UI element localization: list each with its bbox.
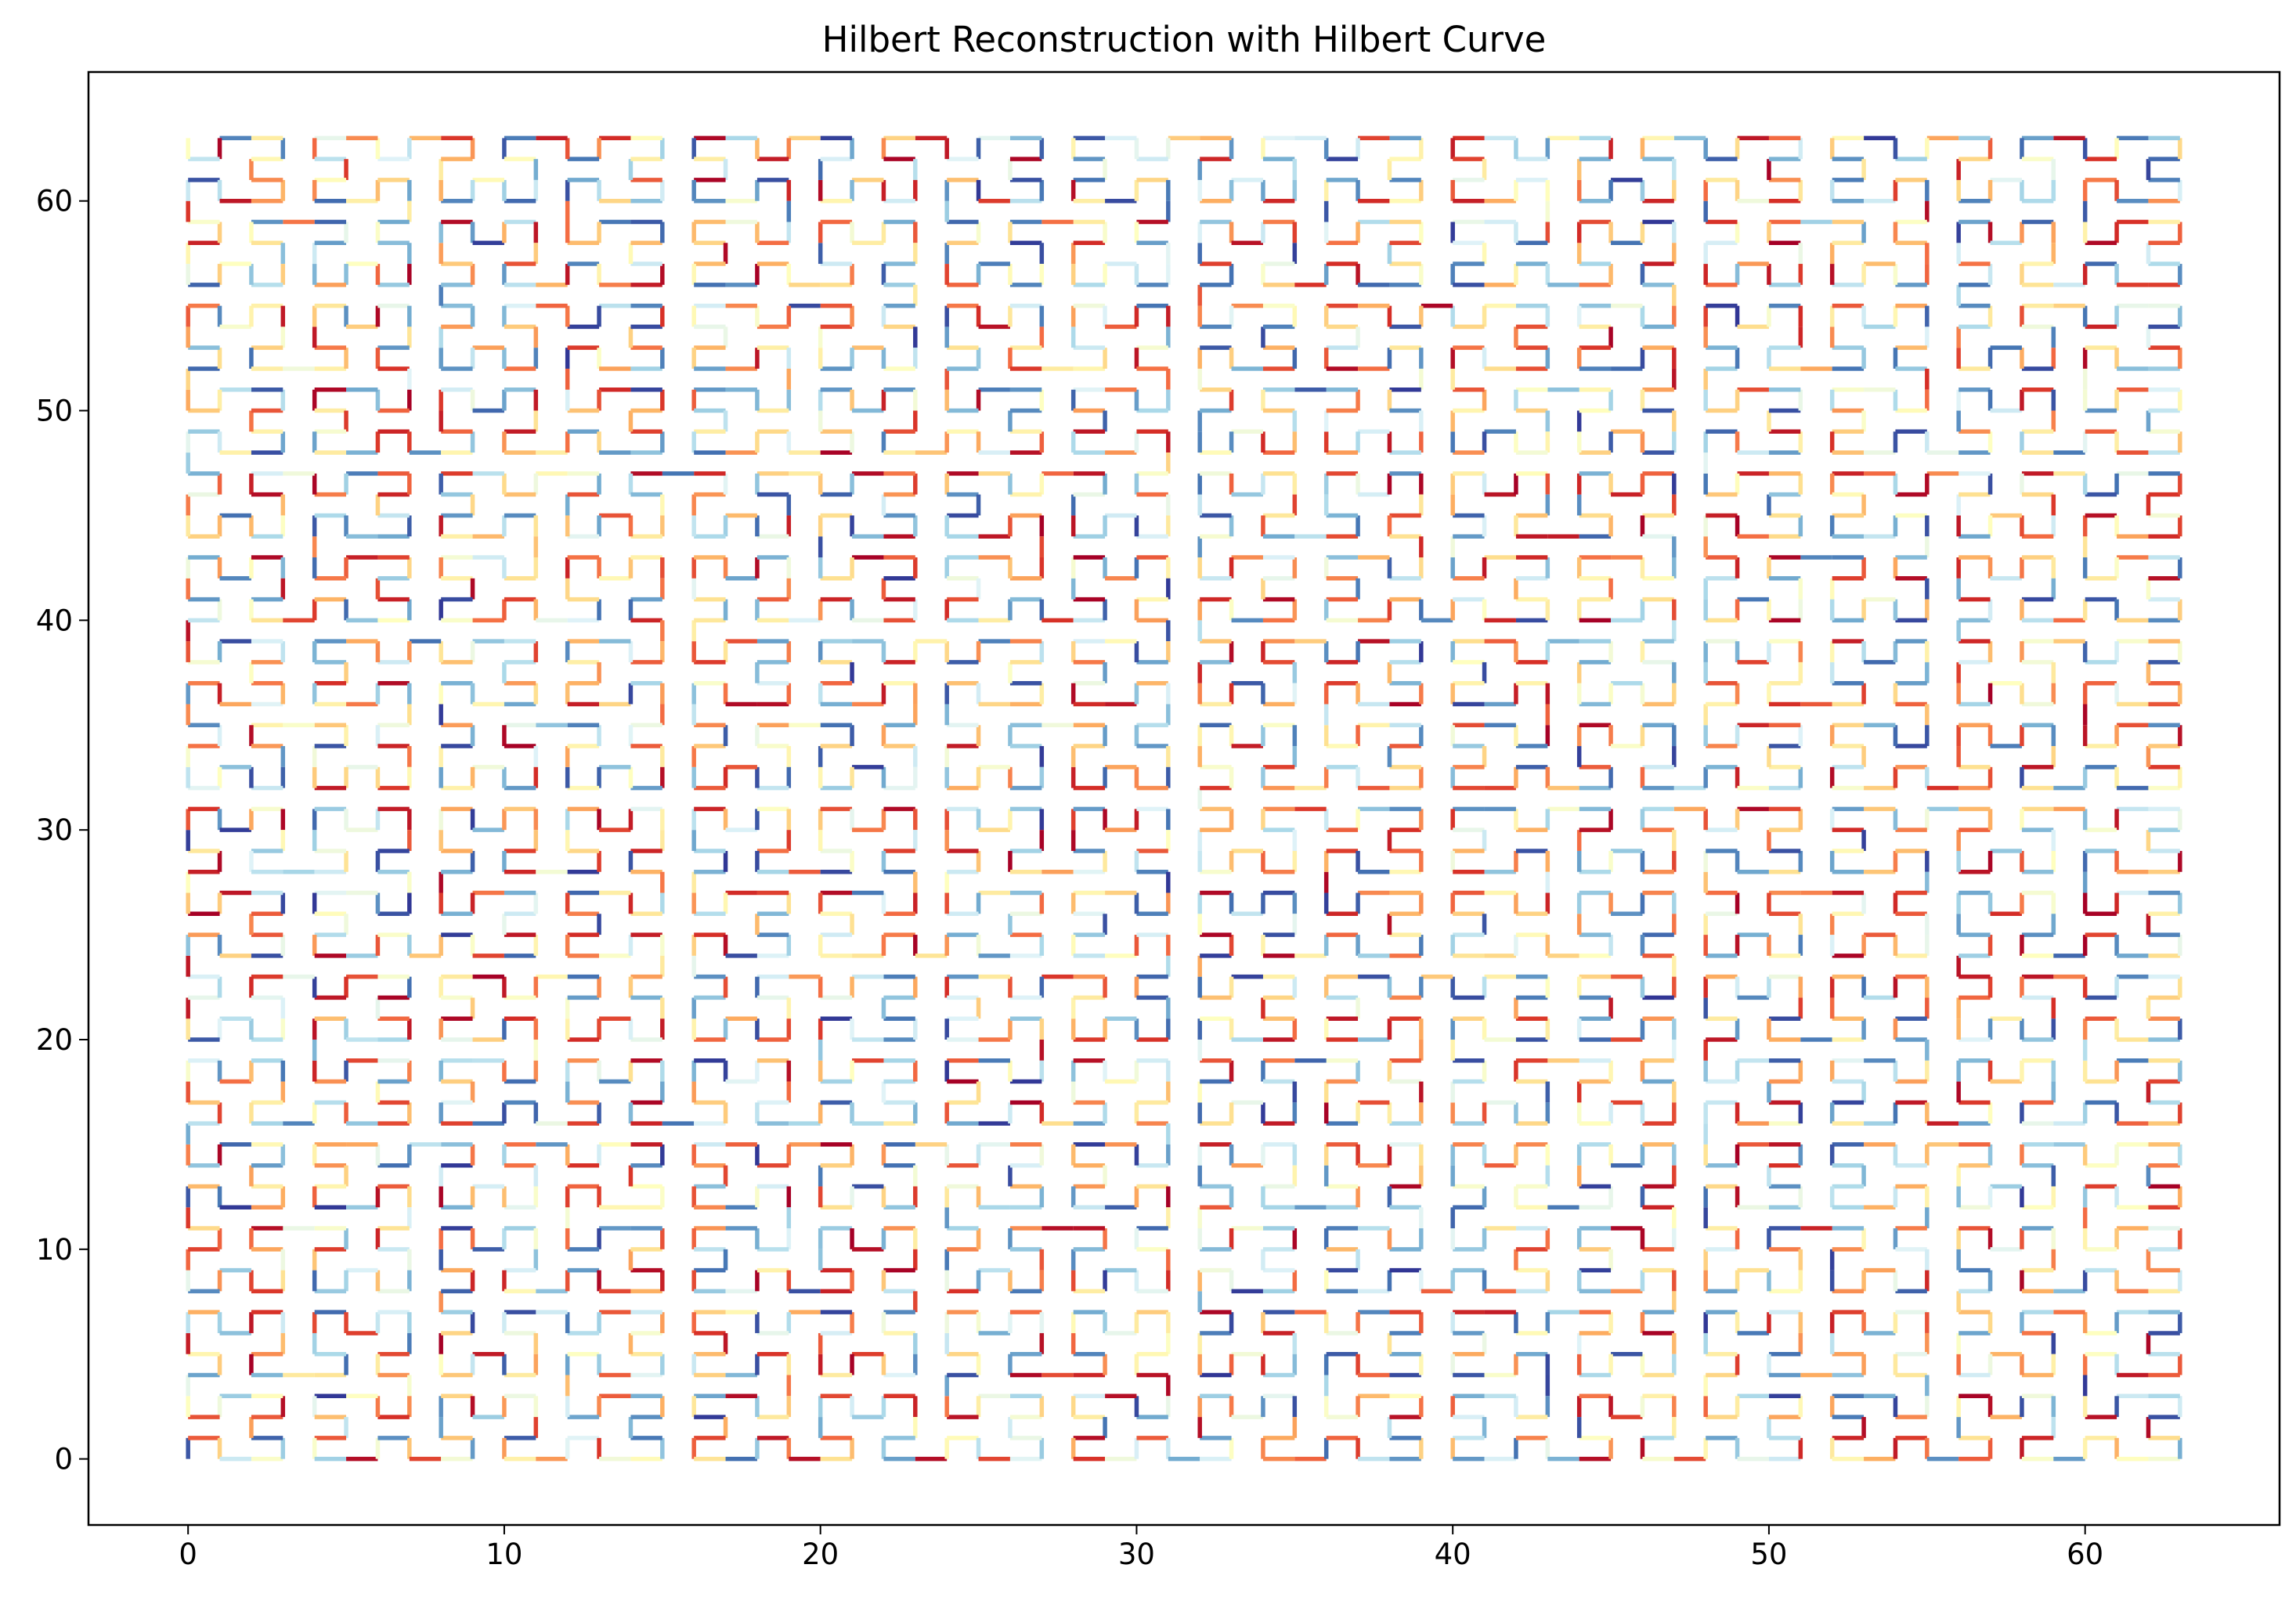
y-axis: 0 10 20 30 40 50 60 — [36, 185, 88, 1476]
y-tick-label: 30 — [36, 813, 73, 847]
y-tick-label: 20 — [36, 1023, 73, 1057]
y-tick-label: 10 — [36, 1233, 73, 1267]
x-axis: 0 10 20 30 40 50 60 — [179, 1525, 2103, 1571]
plot-frame — [87, 70, 2281, 1527]
x-tick-label: 0 — [179, 1538, 197, 1571]
x-tick-label: 50 — [1750, 1538, 1787, 1571]
y-tick-label: 60 — [36, 185, 73, 218]
x-tick-label: 40 — [1435, 1538, 1471, 1571]
y-tick-label: 0 — [54, 1443, 73, 1476]
chart-title: Hilbert Reconstruction with Hilbert Curv… — [822, 19, 1547, 60]
x-tick-label: 20 — [802, 1538, 839, 1571]
hilbert-curve — [186, 135, 2182, 1462]
y-tick-label: 50 — [36, 395, 73, 428]
x-tick-label: 60 — [2067, 1538, 2103, 1571]
y-tick-label: 40 — [36, 604, 73, 637]
x-tick-label: 30 — [1118, 1538, 1155, 1571]
x-tick-label: 10 — [486, 1538, 522, 1571]
